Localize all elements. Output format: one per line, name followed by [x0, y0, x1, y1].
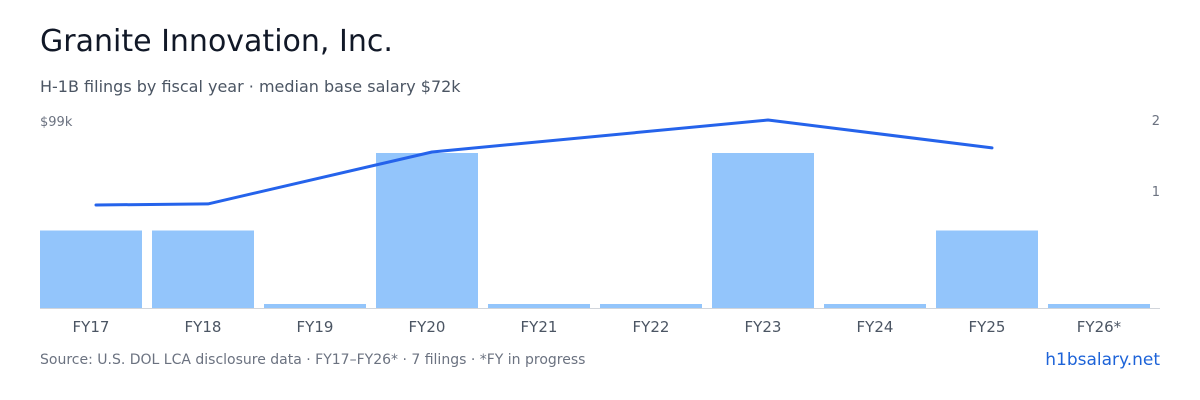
x-tick-label: FY21: [521, 318, 558, 336]
category-labels: FY17 FY18 FY19 FY20 FY21 FY22 FY23 FY24 FY25 FY26…: [73, 318, 1122, 336]
x-tick-label: FY19: [297, 318, 334, 336]
bar-fy21: [488, 304, 590, 308]
bar-fy22: [600, 304, 702, 308]
left-axis-top-label: $99k: [40, 115, 73, 130]
x-tick-label: FY24: [857, 318, 894, 336]
x-tick-label: FY22: [633, 318, 670, 336]
bar-fy23: [712, 153, 814, 308]
x-tick-label: FY18: [185, 318, 222, 336]
salary-line: [94, 118, 994, 207]
x-tick-label: FY25: [969, 318, 1006, 336]
right-axis-tick-label: 1: [1152, 185, 1160, 200]
bars-group: [40, 153, 1150, 308]
bar-fy19: [264, 304, 366, 308]
x-tick-label: FY23: [745, 318, 782, 336]
brand-link[interactable]: h1bsalary.net: [1045, 350, 1160, 370]
chart-title: Granite Innovation, Inc.: [40, 24, 393, 59]
bar-fy20: [376, 153, 478, 308]
bar-fy24: [824, 304, 926, 308]
x-tick-label: FY17: [73, 318, 110, 336]
chart-subtitle: H-1B filings by fiscal year · median bas…: [40, 77, 461, 96]
bar-fy17: [40, 230, 142, 308]
x-tick-label: FY26*: [1077, 318, 1122, 336]
right-axis-tick-label: 2: [1152, 114, 1160, 129]
bar-fy18: [152, 230, 254, 308]
source-note: Source: U.S. DOL LCA disclosure data · F…: [40, 352, 586, 368]
bar-fy26-partial: [1048, 304, 1150, 308]
bar-fy25: [936, 230, 1038, 308]
x-tick-label: FY20: [409, 318, 446, 336]
